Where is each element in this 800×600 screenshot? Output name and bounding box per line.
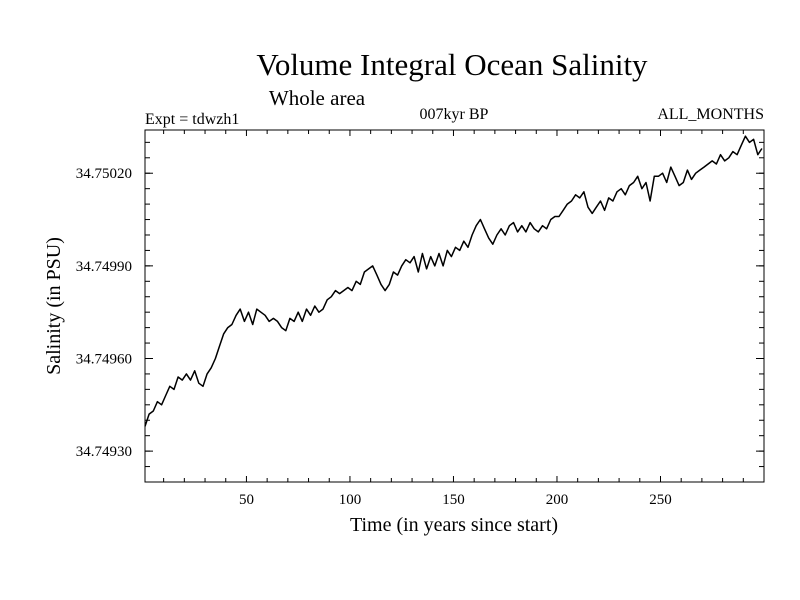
x-tick-label: 50	[239, 492, 254, 508]
series-layer	[144, 135, 763, 427]
plot-frame	[144, 129, 765, 483]
x-axis-label: Time (in years since start)	[350, 514, 558, 536]
chart-title: Volume Integral Ocean Salinity	[256, 47, 648, 82]
chart-subtitle: Whole area	[269, 86, 366, 110]
tick-labels: 50 100 150 200 250 34.74930 34.74960 34.74990 34…	[76, 166, 672, 508]
y-tick-label: 34.75020	[76, 166, 132, 182]
x-tick-label: 200	[546, 492, 569, 508]
experiment-label: Expt = tdwzh1	[145, 111, 239, 128]
y-tick-label: 34.74960	[76, 351, 132, 367]
y-axis-label: Salinity (in PSU)	[43, 237, 65, 375]
x-tick-label: 150	[442, 492, 465, 508]
y-tick-label: 34.74990	[76, 259, 132, 275]
axis-ticks	[145, 130, 764, 483]
series-line-salinity	[144, 135, 763, 427]
x-tick-label: 250	[649, 492, 672, 508]
y-tick-label: 34.74930	[76, 444, 132, 460]
months-label: ALL_MONTHS	[657, 106, 764, 123]
period-label: 007kyr BP	[420, 106, 489, 123]
x-tick-label: 100	[339, 492, 362, 508]
